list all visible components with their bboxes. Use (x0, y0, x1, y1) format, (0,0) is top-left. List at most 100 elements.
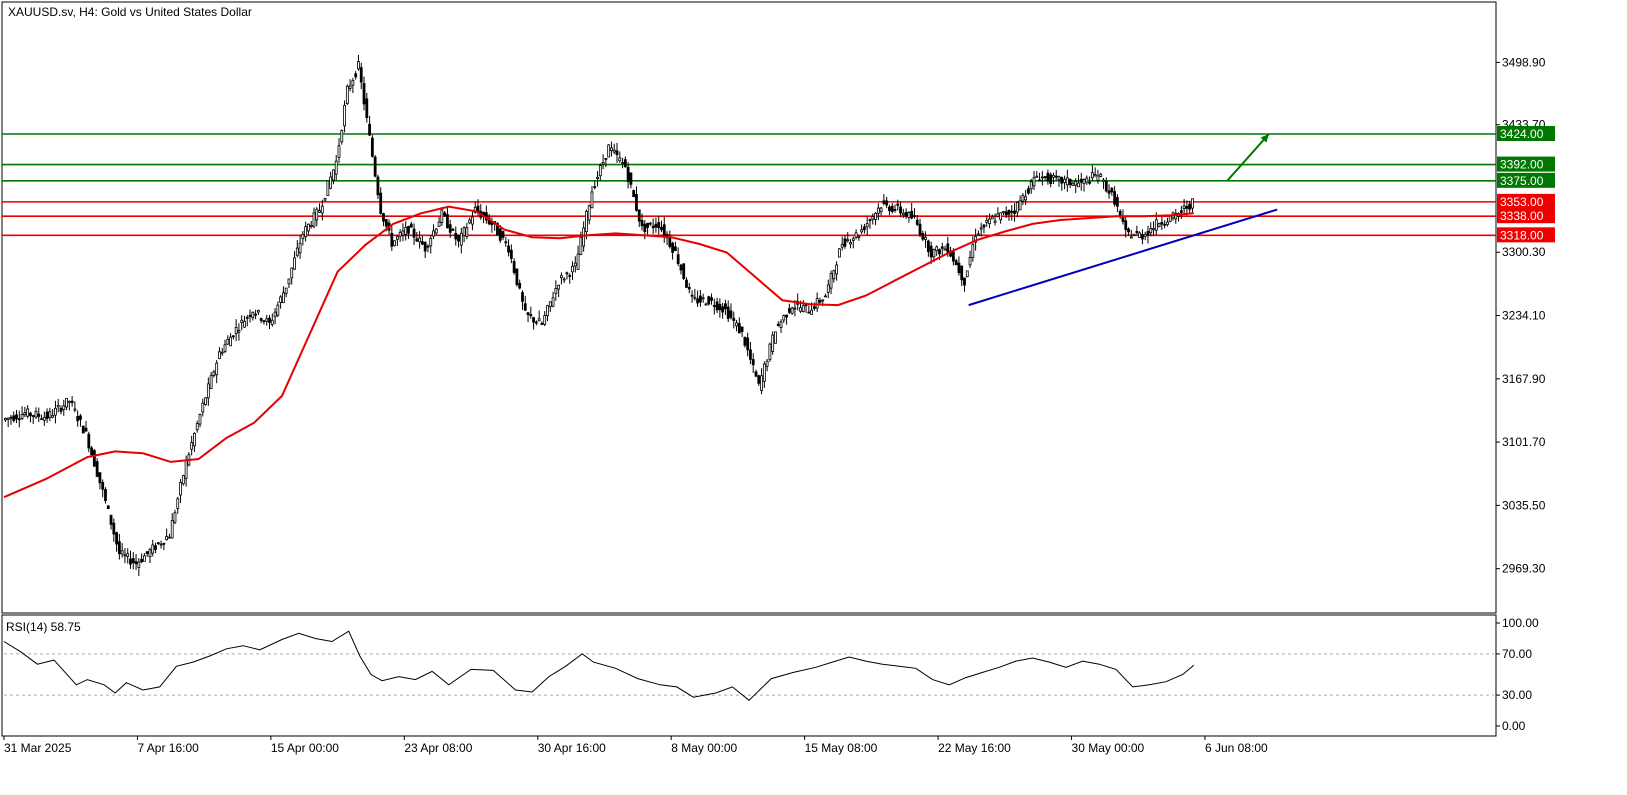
candle (940, 242, 944, 256)
candle (899, 201, 902, 218)
candle-body (70, 400, 74, 404)
candle-body (585, 211, 588, 233)
candle (131, 552, 135, 570)
candle (654, 217, 658, 233)
candle-body (446, 214, 449, 229)
candle-body (307, 223, 310, 232)
candle (671, 241, 674, 260)
candle (142, 553, 146, 562)
level-tag: 3338.00 (1497, 208, 1555, 224)
candle-body (218, 351, 221, 360)
price-tick-label: 2969.30 (1502, 562, 1546, 576)
candle (448, 219, 452, 238)
candle-body (1174, 212, 1178, 220)
candle-body (1107, 190, 1111, 194)
candle (598, 163, 602, 181)
candle (304, 221, 308, 242)
candle (1166, 217, 1169, 227)
candle-body (996, 213, 1000, 217)
candle-body (982, 224, 986, 228)
candle-body (95, 461, 99, 477)
candle-body (1152, 228, 1155, 231)
candle-body (370, 137, 374, 157)
candle (259, 317, 263, 324)
candle-body (1143, 234, 1147, 237)
candle-body (343, 105, 346, 127)
candle-body (265, 318, 269, 322)
candle-body (220, 351, 224, 354)
candle-body (145, 551, 149, 554)
candle-body (557, 284, 561, 290)
candle (6, 417, 10, 428)
candle (868, 218, 872, 229)
candle (1107, 184, 1111, 199)
candle (660, 220, 663, 233)
candle (198, 413, 202, 428)
candle (676, 247, 680, 266)
candle-body (34, 410, 38, 418)
candle (309, 220, 313, 229)
candle (915, 215, 919, 227)
candle (693, 288, 697, 301)
candle (154, 542, 157, 554)
candle-body (429, 238, 433, 247)
candle-body (918, 223, 922, 235)
candle (37, 407, 41, 423)
candle-body (968, 257, 972, 266)
candle (1068, 178, 1072, 189)
candle (768, 342, 772, 362)
candle-body (737, 323, 741, 334)
candle (1065, 169, 1069, 192)
candle (340, 129, 344, 145)
candle (1096, 169, 1100, 184)
candle (173, 509, 177, 525)
candle (926, 239, 930, 257)
candle-body (323, 197, 327, 201)
candle-body (537, 318, 541, 322)
candle-body (51, 415, 55, 418)
candle (565, 271, 569, 280)
candle-body (673, 246, 677, 251)
candle-body (290, 267, 294, 279)
candle-body (382, 213, 385, 222)
candle (326, 180, 330, 196)
candle-body (26, 408, 30, 417)
candle-body (913, 215, 916, 218)
candle-body (598, 165, 602, 177)
candle-body (1065, 177, 1069, 186)
candle-body (632, 190, 636, 198)
candle (607, 144, 611, 158)
candle (156, 541, 160, 545)
candle-body (868, 219, 872, 222)
candle (92, 449, 96, 467)
candle (101, 479, 105, 498)
candle-body (646, 222, 649, 228)
candle (1127, 227, 1130, 236)
candle-body (1054, 175, 1058, 178)
candle-body (821, 299, 825, 302)
candle-body (687, 286, 691, 290)
candle-body (451, 228, 455, 231)
level-tag-box (1497, 172, 1555, 188)
candle (12, 411, 16, 423)
candle (562, 277, 566, 283)
candle-body (1029, 181, 1033, 190)
ascending-trendline (968, 208, 1278, 307)
candle-body (810, 309, 813, 315)
candle (268, 315, 271, 329)
candle-body (1090, 172, 1094, 179)
candle-body (332, 169, 335, 181)
candle-body (457, 234, 460, 242)
candle-body (412, 228, 416, 238)
candle-body (1052, 174, 1055, 178)
candle-body (757, 375, 761, 384)
candle (743, 336, 747, 348)
candle-body (1099, 173, 1103, 177)
candle (988, 213, 991, 229)
candle-body (1160, 221, 1164, 225)
candle (51, 409, 55, 419)
candle-body (198, 413, 202, 425)
candle-body (540, 323, 544, 325)
candle (398, 229, 402, 242)
candle (409, 221, 413, 228)
